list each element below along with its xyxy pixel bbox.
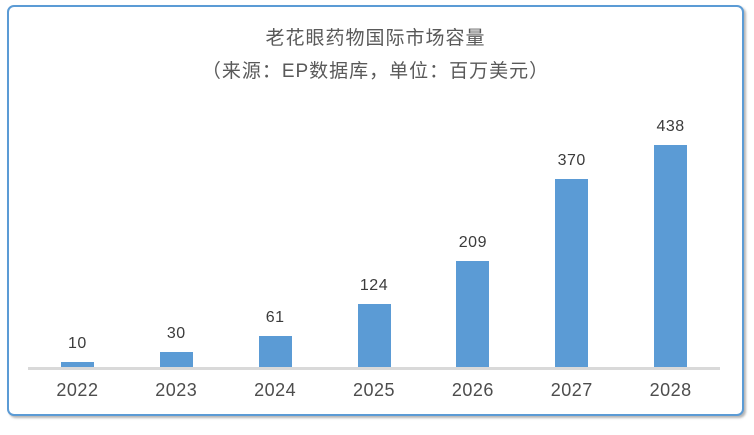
bar xyxy=(60,362,94,367)
bar-value-label: 438 xyxy=(656,118,685,135)
bar-value-label: 124 xyxy=(359,277,389,294)
chart-frame: 老花眼药物国际市场容量 （来源：EP数据库，单位：百万美元） 10 30 61 124… xyxy=(7,5,744,416)
bars-row: 10 30 61 124 209 370 438 xyxy=(28,118,720,367)
x-axis-line xyxy=(28,367,720,370)
bar-column: 61 xyxy=(226,309,325,367)
bar-column: 30 xyxy=(127,325,226,367)
plot-area: 10 30 61 124 209 370 438 2022 2023 2024 2025 2026 2… xyxy=(28,7,720,414)
x-tick-label: 2024 xyxy=(254,380,297,400)
bar-value-label: 209 xyxy=(458,234,487,251)
x-tick-label: 2028 xyxy=(649,380,692,400)
x-tick-label: 2027 xyxy=(550,380,593,400)
bar xyxy=(555,179,589,367)
bar-value-label: 30 xyxy=(166,325,186,342)
bar-value-label: 61 xyxy=(265,309,285,326)
x-tick-label: 2023 xyxy=(155,380,198,400)
chart-header: 老花眼药物国际市场容量 （来源：EP数据库，单位：百万美元） xyxy=(9,23,742,83)
chart-title: 老花眼药物国际市场容量 xyxy=(265,28,486,49)
bar-column: 10 xyxy=(28,335,127,367)
chart-subtitle: （来源：EP数据库，单位：百万美元） xyxy=(201,61,550,82)
bar xyxy=(258,336,292,367)
bar xyxy=(456,261,490,367)
bar-column: 124 xyxy=(325,277,424,367)
x-axis-ticks: 2022 2023 2024 2025 2026 2027 2028 xyxy=(28,380,720,401)
bar-value-label: 10 xyxy=(68,335,87,352)
bar-value-label: 370 xyxy=(557,152,586,169)
x-tick-label: 2022 xyxy=(56,380,99,400)
x-tick-label: 2025 xyxy=(352,380,396,400)
bar-column: 438 xyxy=(621,118,720,367)
bar xyxy=(357,304,391,367)
bar xyxy=(159,352,193,367)
bar-column: 209 xyxy=(423,234,522,367)
x-tick-label: 2026 xyxy=(451,380,494,400)
bar-column: 370 xyxy=(522,152,621,367)
bar xyxy=(654,145,688,367)
